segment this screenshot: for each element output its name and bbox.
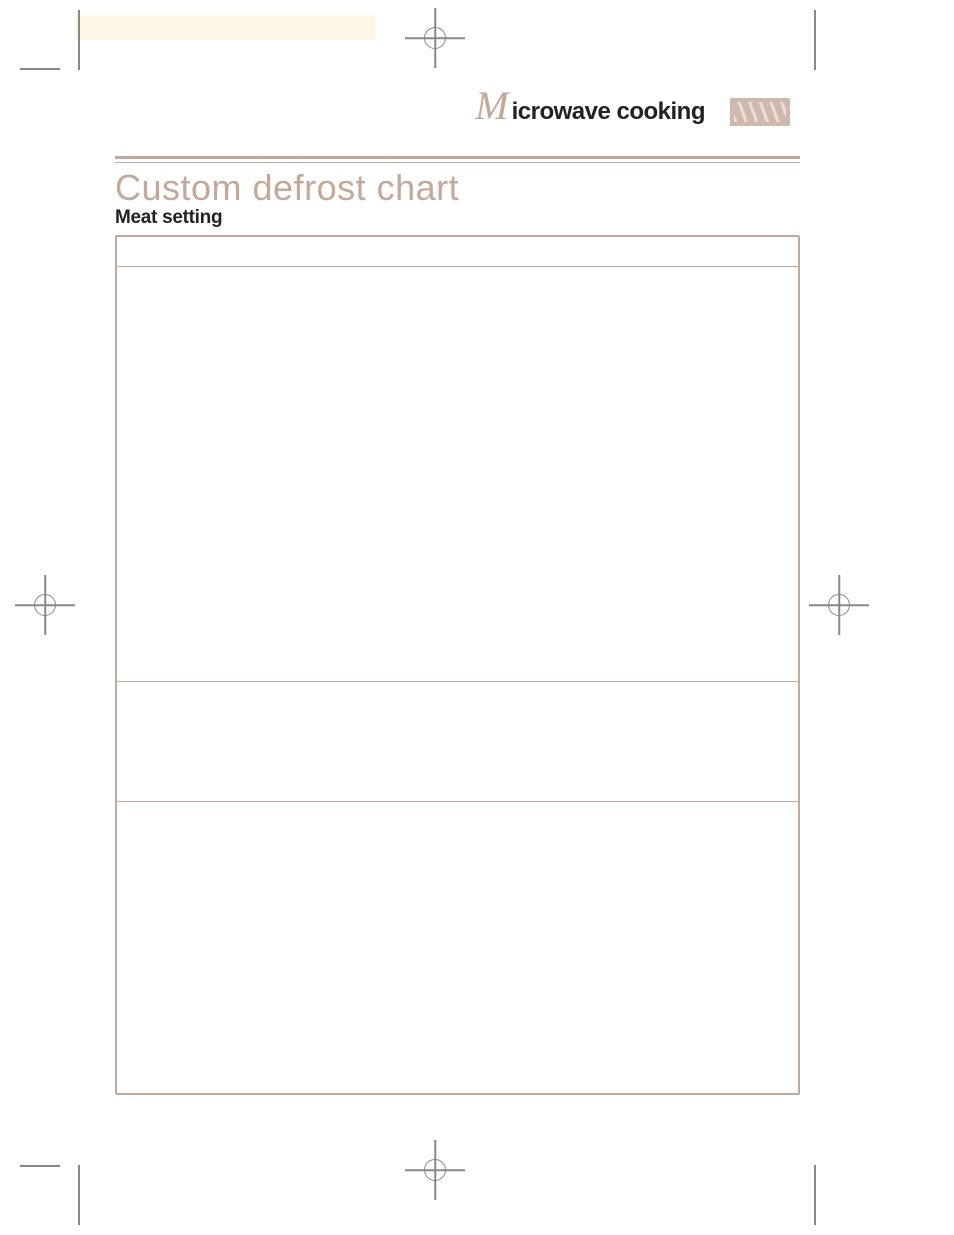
- registration-mark-bottom: [405, 1140, 465, 1200]
- registration-mark-right: [809, 575, 869, 635]
- crop-mark-top-right: [814, 10, 874, 90]
- defrost-chart: [115, 235, 800, 1095]
- registration-mark-left: [15, 575, 75, 635]
- page-content: M icrowave cooking Custom defrost chart …: [115, 90, 800, 1095]
- brand-mark-icon: [730, 98, 790, 126]
- chart-band-1: [117, 267, 798, 682]
- section-label: M icrowave cooking: [475, 90, 705, 126]
- rule-thin: [115, 162, 800, 163]
- page-header: M icrowave cooking: [115, 90, 800, 126]
- highlight-bar: [75, 15, 375, 40]
- page-title: Custom defrost chart: [115, 167, 800, 209]
- crop-mark-bottom-right: [814, 1145, 874, 1225]
- chart-header-row: [117, 237, 798, 267]
- chart-band-3: [117, 802, 798, 1093]
- registration-mark-top: [405, 8, 465, 68]
- section-label-cap: M: [475, 90, 508, 122]
- crop-mark-bottom-left: [20, 1145, 80, 1225]
- chart-band-2: [117, 682, 798, 802]
- section-label-rest: icrowave cooking: [512, 98, 705, 126]
- crop-mark-top-left: [20, 10, 80, 90]
- page-subtitle: Meat setting: [115, 207, 800, 229]
- rule-thick: [115, 156, 800, 159]
